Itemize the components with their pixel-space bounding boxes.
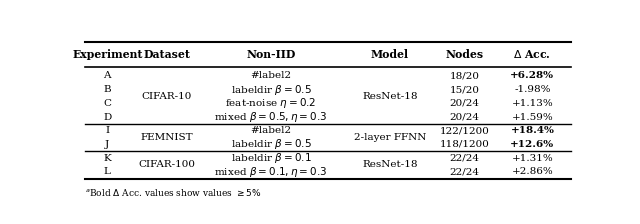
Text: ResNet-18: ResNet-18 [362, 160, 418, 170]
Text: J: J [105, 140, 109, 149]
Text: ResNet-18: ResNet-18 [362, 92, 418, 101]
Text: A: A [104, 71, 111, 80]
Text: 22/24: 22/24 [449, 167, 479, 176]
Text: +1.31%: +1.31% [511, 154, 553, 163]
Text: FEMNIST: FEMNIST [141, 133, 193, 142]
Text: #label2: #label2 [250, 71, 292, 80]
Text: 2-layer FFNN: 2-layer FFNN [354, 133, 426, 142]
Text: +1.13%: +1.13% [511, 99, 553, 108]
Text: labeldir $\beta = 0.5$: labeldir $\beta = 0.5$ [230, 83, 312, 97]
Text: L: L [104, 167, 111, 176]
Text: 18/20: 18/20 [449, 71, 479, 80]
Text: feat-noise $\eta = 0.2$: feat-noise $\eta = 0.2$ [225, 96, 316, 110]
Text: 118/1200: 118/1200 [440, 140, 490, 149]
Text: labeldir $\beta = 0.1$: labeldir $\beta = 0.1$ [230, 151, 311, 165]
Text: 20/24: 20/24 [449, 112, 479, 122]
Text: 15/20: 15/20 [449, 85, 479, 94]
Text: +1.59%: +1.59% [511, 112, 553, 122]
Text: 20/24: 20/24 [449, 99, 479, 108]
Text: Dataset: Dataset [143, 49, 190, 60]
Text: Experiment: Experiment [72, 49, 143, 60]
Text: +18.4%: +18.4% [511, 126, 554, 135]
Text: Model: Model [371, 49, 409, 60]
Text: mixed $\beta = 0.5, \eta = 0.3$: mixed $\beta = 0.5, \eta = 0.3$ [214, 110, 328, 124]
Text: #label2: #label2 [250, 126, 292, 135]
Text: I: I [105, 126, 109, 135]
Text: 122/1200: 122/1200 [440, 126, 490, 135]
Text: +2.86%: +2.86% [511, 167, 553, 176]
Text: Nodes: Nodes [445, 49, 483, 60]
Text: 22/24: 22/24 [449, 154, 479, 163]
Text: labeldir $\beta = 0.5$: labeldir $\beta = 0.5$ [230, 138, 312, 151]
Text: CIFAR-100: CIFAR-100 [138, 160, 195, 170]
Text: $^a$Bold $\Delta$ Acc. values show values $\geq 5\%$: $^a$Bold $\Delta$ Acc. values show value… [85, 187, 261, 198]
Text: -1.98%: -1.98% [514, 85, 550, 94]
Text: D: D [103, 112, 111, 122]
Text: K: K [104, 154, 111, 163]
Text: $\Delta$ Acc.: $\Delta$ Acc. [513, 48, 551, 60]
Text: Non-IID: Non-IID [246, 49, 296, 60]
Text: mixed $\beta = 0.1, \eta = 0.3$: mixed $\beta = 0.1, \eta = 0.3$ [214, 165, 328, 179]
Text: +12.6%: +12.6% [510, 140, 554, 149]
Text: +6.28%: +6.28% [510, 71, 554, 80]
Text: B: B [104, 85, 111, 94]
Text: C: C [103, 99, 111, 108]
Text: CIFAR-10: CIFAR-10 [141, 92, 192, 101]
